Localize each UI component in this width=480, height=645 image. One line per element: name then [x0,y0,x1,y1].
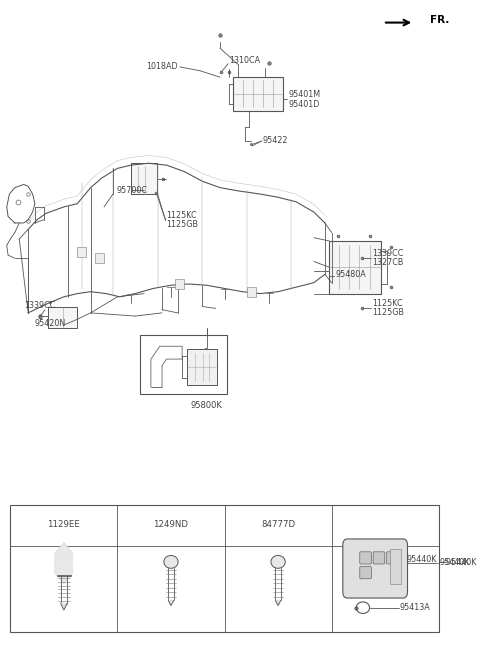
Text: 1327CB: 1327CB [372,258,403,267]
Text: FR.: FR. [430,15,449,25]
Polygon shape [168,600,174,606]
Text: 95800K: 95800K [191,401,223,410]
FancyBboxPatch shape [373,552,385,564]
FancyBboxPatch shape [360,552,372,564]
Bar [247,286,256,297]
Text: 1018AD: 1018AD [146,63,178,72]
Text: 95413A: 95413A [399,603,430,612]
Text: 95700C: 95700C [117,186,147,195]
Text: 1310CA: 1310CA [229,56,260,65]
FancyBboxPatch shape [360,566,372,579]
Text: 95440K: 95440K [440,558,470,567]
Bar [48,307,77,328]
Text: 1125GB: 1125GB [167,221,199,230]
Bar [233,77,283,110]
Text: 95480A: 95480A [335,270,366,279]
FancyBboxPatch shape [386,552,398,564]
Text: —95440K: —95440K [439,558,477,567]
Polygon shape [276,600,281,606]
Text: 95422: 95422 [262,136,288,145]
Polygon shape [55,543,72,583]
Text: 95440K: 95440K [406,555,436,564]
Text: 95401D: 95401D [288,99,320,108]
Bar [77,247,86,257]
Text: 1125KC: 1125KC [372,299,402,308]
Ellipse shape [164,555,178,568]
Bar [131,163,156,194]
Bar [10,505,439,632]
Bar [140,335,227,395]
Bar [95,253,104,263]
Text: 1129EE: 1129EE [48,520,80,529]
FancyBboxPatch shape [343,539,408,598]
Text: 1125KC: 1125KC [167,212,197,221]
Bar [187,350,217,385]
Bar [329,241,381,293]
Text: 1339CC: 1339CC [24,301,56,310]
Text: 95401M: 95401M [288,90,321,99]
Bar [176,279,184,289]
Polygon shape [61,604,67,610]
Text: 1339CC: 1339CC [372,248,403,257]
Bar [390,549,401,584]
Text: 1249ND: 1249ND [154,520,189,529]
Ellipse shape [271,555,285,568]
Text: 95420N: 95420N [35,319,66,328]
Text: 84777D: 84777D [261,520,295,529]
Text: 1125GB: 1125GB [372,308,404,317]
